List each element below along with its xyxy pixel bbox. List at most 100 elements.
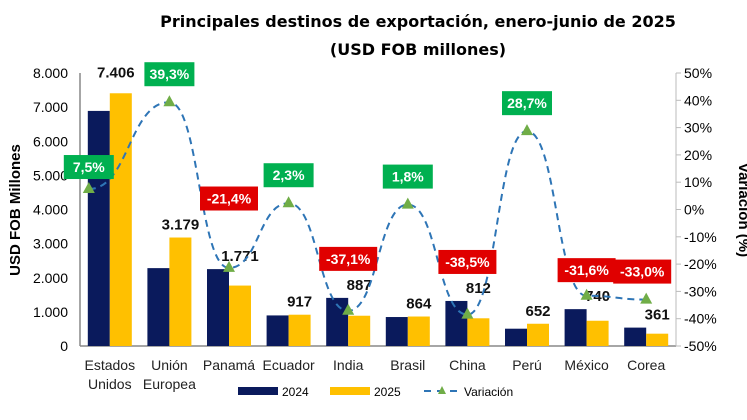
- variation-label-box: 7,5%: [63, 155, 114, 180]
- variation-label-bg: [382, 164, 433, 189]
- variation-label: -37,1%: [326, 251, 371, 267]
- legend-swatch-2025: [330, 387, 370, 395]
- data-label-2025: 864: [406, 296, 432, 313]
- variation-label-bg: [613, 259, 672, 284]
- variation-label-bg: [557, 258, 616, 283]
- variation-marker: [342, 303, 355, 315]
- x-tick-label: Panamá: [203, 357, 255, 373]
- data-label-2025: 917: [287, 294, 312, 311]
- variation-marker: [580, 288, 593, 300]
- variation-label-bg: [438, 249, 497, 274]
- variation-marker: [461, 307, 474, 319]
- chart-subtitle: (USD FOB millones): [329, 40, 507, 59]
- y2-tick-label: 30%: [684, 120, 712, 136]
- bar-2025: [586, 320, 609, 346]
- data-label-2025: 1.771: [221, 248, 259, 265]
- legend-marker-variacion: [438, 386, 446, 394]
- y-tick-label: 3.000: [33, 236, 68, 252]
- bar-2025: [407, 316, 430, 346]
- legend-swatch-2024: [238, 387, 278, 395]
- y2-tick-label: 50%: [684, 65, 712, 81]
- bar-2024: [207, 269, 229, 346]
- x-tick-label: India: [333, 357, 364, 373]
- variation-label-box: -31,6%: [557, 258, 616, 283]
- bar-2024: [326, 297, 349, 346]
- variation-line: [88, 101, 647, 316]
- chart-title: Principales destinos de exportación, ene…: [160, 12, 676, 31]
- bar-2025: [109, 93, 132, 346]
- variation-label: 1,8%: [392, 169, 424, 185]
- variation-marker: [82, 182, 95, 194]
- bar-2024: [87, 110, 110, 346]
- variation-label-bg: [63, 155, 114, 180]
- data-label-2025: 361: [645, 307, 670, 324]
- bar-2024: [147, 268, 170, 346]
- bar-2025: [646, 333, 669, 346]
- variation-label-box: 1,8%: [382, 164, 433, 189]
- y2-tick-label: -40%: [684, 311, 717, 327]
- variation-label-box: 39,3%: [144, 62, 195, 87]
- bar-2024: [564, 309, 587, 346]
- bar-2024: [445, 300, 468, 346]
- variation-label-bg: [502, 91, 552, 116]
- y2-tick-label: -20%: [684, 256, 717, 272]
- data-label-2025: 812: [466, 280, 491, 297]
- x-tick-label: Perú: [512, 357, 542, 373]
- bar-2024: [505, 328, 527, 346]
- legend-label-2024: 2024: [282, 385, 309, 399]
- variation-label-bg: [144, 62, 195, 87]
- y-tick-label: 0: [60, 338, 68, 354]
- bar-2024: [385, 317, 408, 346]
- x-tick-label: Europea: [143, 376, 196, 392]
- variation-label: -38,5%: [445, 254, 490, 270]
- variation-marker: [223, 260, 235, 272]
- x-tick-label: Unidos: [88, 376, 132, 392]
- x-tick-label: China: [449, 357, 486, 373]
- x-tick-label: México: [564, 357, 609, 373]
- y2-axis-title: Variación (%): [735, 163, 747, 257]
- legend-label-variacion: Variación: [464, 385, 513, 399]
- data-label-2025: 7.406: [97, 64, 135, 81]
- variation-label-box: -37,1%: [319, 246, 378, 271]
- legend-label-2025: 2025: [374, 385, 401, 399]
- data-label-2025: 652: [525, 303, 550, 320]
- variation-label-bg: [200, 186, 258, 211]
- y2-tick-label: -10%: [684, 229, 717, 245]
- bar-2025: [169, 237, 192, 346]
- y-tick-label: 2.000: [33, 270, 68, 286]
- variation-label: -21,4%: [207, 191, 252, 207]
- variation-label: 28,7%: [507, 95, 547, 111]
- bar-2025: [467, 318, 490, 346]
- variation-label: 7,5%: [73, 159, 105, 175]
- y-tick-label: 5.000: [33, 167, 68, 183]
- variation-label: 2,3%: [273, 167, 305, 183]
- data-label-2025: 3.179: [162, 217, 200, 234]
- bar-2025: [348, 315, 371, 346]
- variation-marker: [282, 196, 295, 208]
- bar-2025: [527, 323, 549, 346]
- variation-label-box: 28,7%: [502, 91, 552, 116]
- variation-label-box: -38,5%: [438, 249, 497, 274]
- y-tick-label: 1.000: [33, 304, 68, 320]
- variation-label-box: 2,3%: [263, 163, 314, 188]
- bar-2025: [288, 314, 311, 346]
- x-tick-label: Corea: [627, 357, 665, 373]
- y2-tick-label: -30%: [684, 283, 717, 299]
- variation-label: -33,0%: [620, 264, 665, 280]
- x-tick-label: Estados: [85, 357, 136, 373]
- variation-label: 39,3%: [150, 66, 190, 82]
- data-label-2025: 887: [347, 277, 372, 294]
- y-tick-label: 4.000: [33, 202, 68, 218]
- variation-label: -31,6%: [564, 262, 609, 278]
- y2-tick-label: 40%: [684, 92, 712, 108]
- variation-marker: [521, 124, 533, 136]
- y-tick-label: 7.000: [33, 99, 68, 115]
- x-tick-label: Ecuador: [263, 357, 315, 373]
- variation-marker: [640, 292, 653, 304]
- y2-tick-label: 20%: [684, 147, 712, 163]
- bar-2024: [266, 315, 289, 346]
- bar-2024: [624, 327, 647, 346]
- bar-2025: [229, 285, 251, 346]
